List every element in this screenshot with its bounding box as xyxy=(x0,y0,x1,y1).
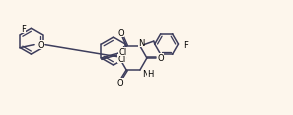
Text: O: O xyxy=(117,79,124,88)
Text: F: F xyxy=(183,40,188,49)
Text: Cl: Cl xyxy=(118,47,127,56)
Text: Cl: Cl xyxy=(117,55,126,64)
Text: F: F xyxy=(22,25,26,34)
Text: N: N xyxy=(142,70,148,79)
Text: O: O xyxy=(38,41,44,50)
Text: H: H xyxy=(147,70,153,79)
Text: O: O xyxy=(118,28,125,37)
Text: N: N xyxy=(138,38,144,47)
Text: O: O xyxy=(157,54,164,63)
